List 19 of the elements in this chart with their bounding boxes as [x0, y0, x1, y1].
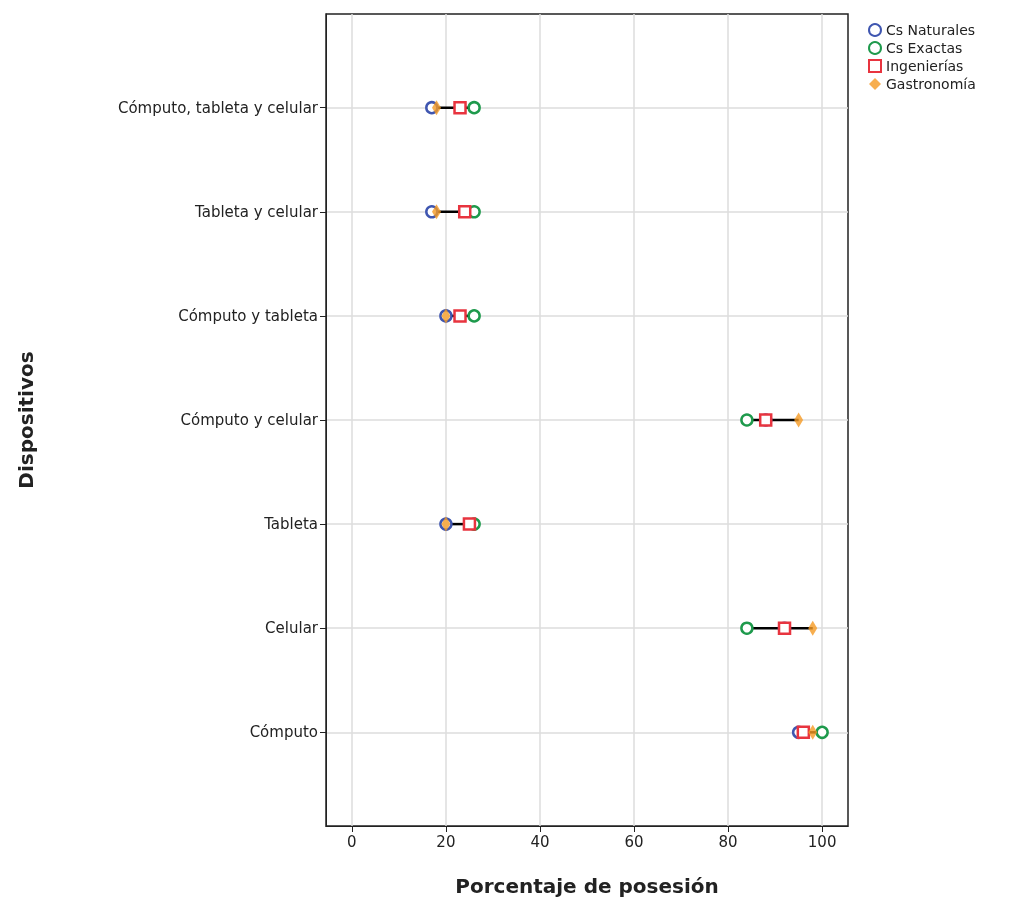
y-tick-label: Cómputo y tableta — [178, 306, 318, 325]
legend-label: Ingenierías — [886, 58, 964, 74]
x-axis-title: Porcentaje de posesión — [455, 874, 719, 898]
y-tick-label: Cómputo — [249, 723, 318, 742]
x-tick-label: 0 — [347, 832, 357, 851]
y-tick-label: Cómputo y celular — [180, 411, 319, 429]
y-tick-label: Cómputo, tableta y celular — [117, 98, 319, 117]
x-tick-label: 80 — [718, 832, 738, 851]
legend-label: Gastronomía — [886, 76, 976, 92]
y-axis-title: Dispositivos — [14, 351, 38, 489]
legend-label: Cs Exactas — [886, 40, 963, 56]
x-tick-label: 60 — [624, 832, 644, 851]
x-tick-label: 40 — [530, 832, 550, 851]
x-tick-label: 100 — [807, 832, 837, 851]
y-tick-label: Celular — [265, 619, 319, 638]
y-tick-label: Tableta — [263, 515, 318, 534]
y-tick-label: Tableta y celular — [194, 202, 319, 221]
legend-label: Cs Naturales — [886, 22, 976, 38]
x-tick-label: 20 — [436, 832, 456, 851]
